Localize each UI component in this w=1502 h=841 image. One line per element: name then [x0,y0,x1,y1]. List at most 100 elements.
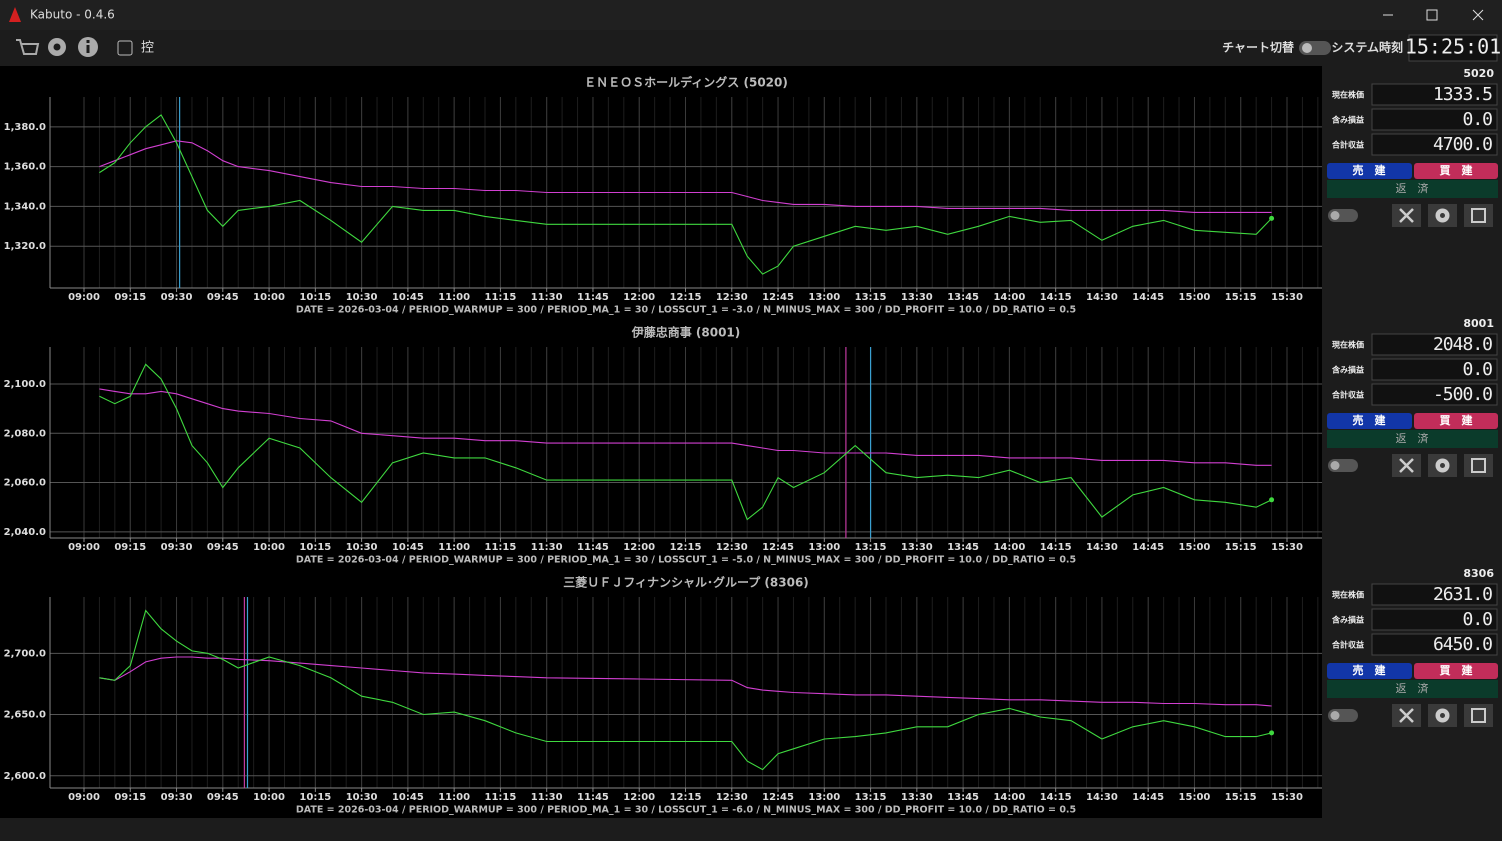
x-tick-label: 09:15 [114,792,146,803]
y-tick-label: 2,650.0 [4,710,46,721]
row-label: 合計収益 [1331,640,1364,650]
x-tick-label: 11:15 [485,292,517,303]
row-label: 現在株価 [1332,590,1364,600]
x-tick-label: 11:45 [577,542,609,553]
x-tick-label: 09:30 [161,792,193,803]
x-tick-label: 11:30 [531,792,563,803]
x-tick-label: 12:15 [670,292,702,303]
sell-button[interactable] [1327,413,1412,429]
status-bar [0,818,1502,841]
x-tick-label: 12:45 [762,542,794,553]
x-tick-label: 09:30 [161,292,193,303]
x-tick-label: 09:15 [114,292,146,303]
x-tick-label: 14:15 [1040,542,1072,553]
x-tick-label: 15:15 [1225,542,1257,553]
x-tick-label: 09:00 [68,792,100,803]
x-tick-label: 10:30 [346,292,378,303]
chart-title: 三菱ＵＦＪフィナンシャル･グループ (8306) [563,575,809,590]
save-button[interactable] [1464,204,1493,227]
checkbox[interactable] [117,40,133,56]
x-tick-label: 10:45 [392,792,424,803]
y-tick-label: 2,040.0 [4,527,46,538]
title-bar [0,0,1502,30]
row-value: 6450.0 [1433,634,1492,655]
y-tick-label: 2,080.0 [4,428,46,439]
buy-label: 買 建 [1440,663,1474,677]
buy-button[interactable] [1414,413,1498,429]
x-tick-label: 11:30 [531,542,563,553]
settings-icon-hole [53,43,61,51]
x-tick-label: 13:30 [901,542,933,553]
value-box [1371,83,1498,106]
chart-area [0,66,1322,818]
repay-button[interactable] [1327,680,1498,698]
buy-button[interactable] [1414,163,1498,179]
x-tick-label: 10:45 [392,542,424,553]
buy-button[interactable] [1414,663,1498,679]
sell-label: 売 建 [1353,163,1387,177]
sell-button[interactable] [1327,663,1412,679]
x-tick-label: 12:15 [670,792,702,803]
row-label: 合計収益 [1331,140,1364,150]
maximize-button[interactable] [1426,9,1438,21]
info-icon-dot [86,40,90,43]
x-tick-label: 10:30 [346,792,378,803]
x-tick-label: 15:00 [1179,542,1211,553]
sell-button[interactable] [1327,163,1412,179]
x-tick-label: 12:30 [716,292,748,303]
x-tick-label: 13:00 [808,292,840,303]
save-button[interactable] [1464,704,1493,727]
x-tick-label: 10:00 [253,792,285,803]
x-tick-label: 13:15 [855,292,887,303]
gear-hole [1440,713,1445,718]
x-tick-label: 11:45 [577,292,609,303]
tools-icon [1399,208,1414,223]
x-tick-label: 15:15 [1225,792,1257,803]
save-button[interactable] [1464,454,1493,477]
repay-button[interactable] [1327,430,1498,448]
x-tick-label: 13:30 [901,292,933,303]
x-tick-label: 14:15 [1040,792,1072,803]
repay-button[interactable] [1327,180,1498,198]
x-tick-label: 12:00 [623,292,655,303]
series-line [99,656,1272,707]
close-button[interactable] [1472,9,1484,21]
x-tick-label: 15:15 [1225,292,1257,303]
y-tick-label: 1,360.0 [4,162,46,173]
x-tick-label: 14:45 [1132,792,1164,803]
x-tick-label: 11:00 [438,292,470,303]
save-icon [1471,208,1486,223]
x-tick-label: 13:00 [808,542,840,553]
x-tick-label: 14:00 [993,292,1025,303]
x-tick-label: 12:00 [623,542,655,553]
toolbar [0,30,1502,66]
x-tick-label: 12:15 [670,542,702,553]
x-tick-label: 13:45 [947,542,979,553]
x-tick-label: 09:00 [68,292,100,303]
x-tick-label: 14:30 [1086,292,1118,303]
x-tick-label: 09:45 [207,542,239,553]
x-tick-label: 09:15 [114,542,146,553]
x-tick-label: 14:45 [1132,542,1164,553]
series-line [99,140,1272,213]
last-point [1269,215,1275,221]
y-tick-label: 2,700.0 [4,648,46,659]
row-value: 1333.5 [1433,84,1492,105]
y-tick-label: 1,340.0 [4,201,46,212]
info-icon-mark [86,45,90,53]
y-tick-label: 1,320.0 [4,241,46,252]
series-line [99,363,1272,521]
cart-icon[interactable] [16,39,40,55]
x-tick-label: 10:00 [253,542,285,553]
toggle-knob [1330,711,1340,720]
ticker-code: 5020 [1463,67,1494,80]
row-value: 2048.0 [1433,334,1492,355]
x-tick-label: 10:45 [392,292,424,303]
x-tick-label: 10:15 [299,542,331,553]
row-value: 2631.0 [1433,584,1492,605]
x-tick-label: 11:15 [485,792,517,803]
x-tick-label: 15:30 [1271,292,1303,303]
x-tick-label: 15:30 [1271,792,1303,803]
x-tick-label: 14:15 [1040,292,1072,303]
